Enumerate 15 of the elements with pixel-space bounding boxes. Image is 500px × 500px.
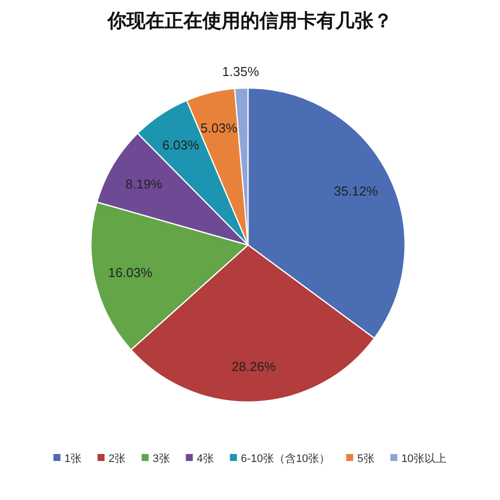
legend-label: 6-10张（含10张） [240,452,330,465]
data-label: 8.19% [125,176,163,192]
legend-label: 2张 [108,452,126,465]
legend-label: 1张 [64,452,82,465]
legend-label: 10张以上 [401,452,447,465]
chart-title: 你现在正在使用的信用卡有几张？ [106,10,392,32]
data-label: 28.26% [232,358,276,374]
legend-label: 5张 [357,452,374,465]
legend-label: 4张 [196,452,214,465]
data-label: 35.12% [334,184,378,199]
data-label: 6.03% [162,138,200,153]
data-label: 16.03% [108,265,153,280]
data-label: 5.03% [200,120,238,136]
data-label: 1.35% [222,64,260,80]
legend-label: 3张 [152,452,170,465]
